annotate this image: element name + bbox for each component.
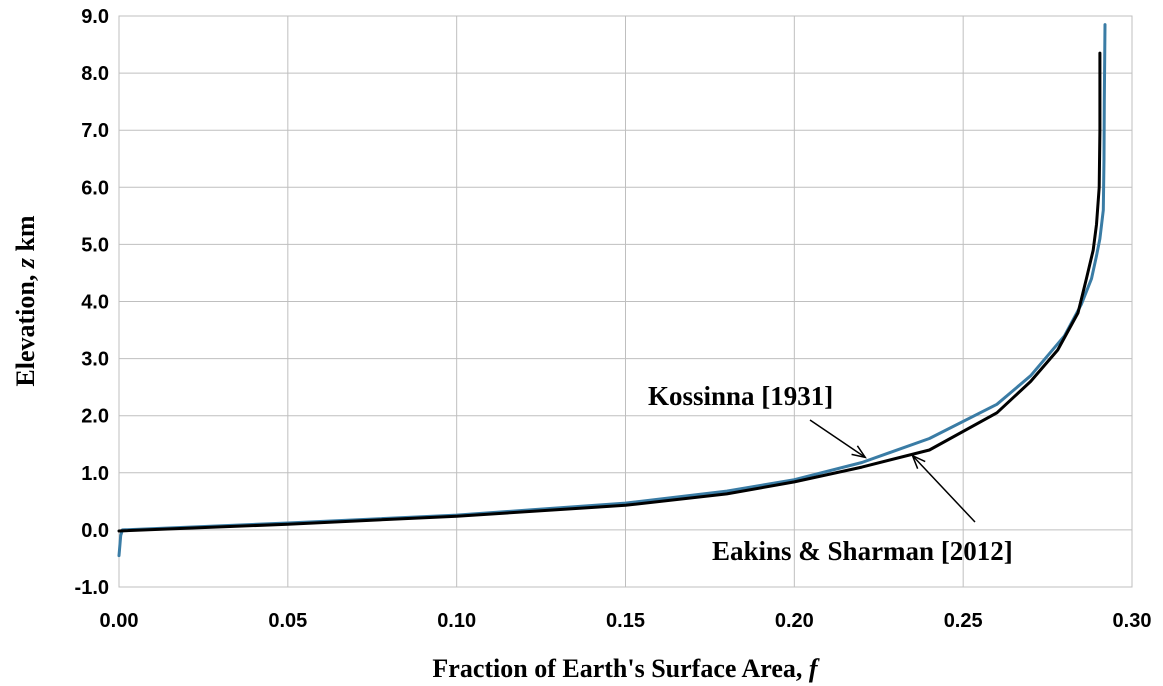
- x-tick-label: 0.05: [268, 610, 307, 632]
- y-tick-label: 5.0: [81, 234, 109, 256]
- x-tick-labels: 0.00 0.05 0.10 0.15 0.20 0.25 0.30: [100, 610, 1152, 632]
- series-lines: [117, 23, 1107, 558]
- annotation-arrows: [809, 419, 976, 523]
- x-axis-title-text: Fraction of Earth's Surface Area,: [432, 654, 808, 683]
- plot-area-border: [118, 15, 1133, 588]
- series-line-0: [117, 23, 1107, 558]
- y-tick-label: 1.0: [81, 463, 109, 485]
- y-tick-label: 8.0: [81, 63, 109, 85]
- y-tick-label: 3.0: [81, 349, 109, 371]
- arrow-kossinna-head: [851, 445, 867, 459]
- x-tick-label: 0.30: [1113, 610, 1152, 632]
- x-tick-label: 0.15: [606, 610, 645, 632]
- series-line-1: [117, 51, 1102, 533]
- y-tick-label: 6.0: [81, 177, 109, 199]
- x-tick-label: 0.10: [437, 610, 476, 632]
- y-axis-unit: km: [11, 215, 40, 258]
- arrow-kossinna: [809, 419, 866, 459]
- x-axis-variable: f: [809, 654, 820, 683]
- y-axis-variable: z: [11, 257, 40, 269]
- arrow-eakins-sharman-head: [911, 454, 926, 469]
- y-tick-labels: -1.0 0.0 1.0 2.0 3.0 4.0 5.0 6.0 7.0 8.0 9.0: [75, 6, 109, 599]
- y-tick-label: 7.0: [81, 120, 109, 142]
- y-axis-title-text: Elevation,: [11, 268, 40, 386]
- x-tick-label: 0.20: [775, 610, 814, 632]
- y-tick-label: 0.0: [81, 520, 109, 542]
- y-tick-label: 4.0: [81, 292, 109, 314]
- annotation-kossinna: Kossinna [1931]: [648, 381, 833, 411]
- grid: [118, 15, 1133, 588]
- y-tick-label: 9.0: [81, 6, 109, 28]
- x-tick-label: 0.25: [944, 610, 983, 632]
- x-axis-title: Fraction of Earth's Surface Area, f: [432, 654, 819, 683]
- annotation-eakins-sharman: Eakins & Sharman [2012]: [712, 536, 1013, 566]
- y-tick-label: 2.0: [81, 406, 109, 428]
- x-tick-label: 0.00: [100, 610, 139, 632]
- arrow-eakins-sharman: [911, 455, 976, 523]
- y-tick-label: -1.0: [75, 577, 109, 599]
- y-axis-title: Elevation, z km: [11, 215, 40, 387]
